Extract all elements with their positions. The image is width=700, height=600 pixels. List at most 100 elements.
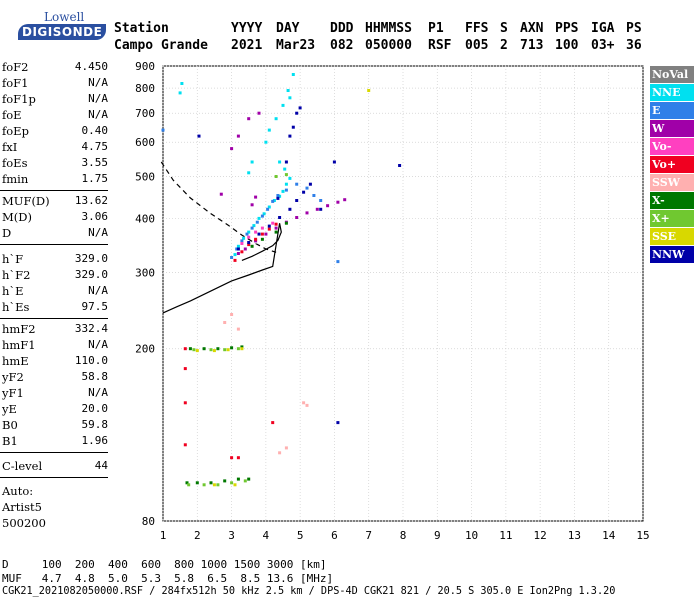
- header-time-value: 050000: [365, 38, 412, 53]
- echo-point: [245, 232, 249, 236]
- echo-point: [295, 216, 299, 219]
- echo-point: [254, 239, 258, 243]
- x-tick-label: 11: [499, 529, 512, 542]
- param-value: 332.4: [74, 322, 108, 335]
- param-name: foF1p: [2, 92, 36, 106]
- legend-item-sse: SSE: [650, 228, 694, 245]
- param-value: N/A: [88, 284, 108, 297]
- legend-item-e: E: [650, 102, 694, 119]
- echo-point: [247, 477, 251, 481]
- echo-point: [266, 207, 270, 211]
- param-divider: [0, 190, 108, 191]
- x-tick-label: 14: [602, 529, 616, 542]
- echo-point: [240, 239, 244, 243]
- echo-point: [187, 483, 191, 487]
- echo-point: [284, 446, 288, 450]
- echo-point: [305, 211, 309, 215]
- x-tick-label: 10: [465, 529, 478, 542]
- echo-point: [271, 199, 275, 203]
- echo-point: [240, 347, 244, 351]
- echo-point: [286, 89, 290, 92]
- x-tick-label: 7: [365, 529, 372, 542]
- y-tick-label: 300: [135, 267, 155, 280]
- param-value: 4.75: [81, 140, 109, 153]
- echo-point: [230, 313, 234, 316]
- echo-point: [236, 247, 240, 251]
- param-row: foF1p N/A: [2, 92, 108, 108]
- echo-point: [212, 349, 216, 353]
- echo-point: [343, 198, 347, 202]
- param-value: N/A: [88, 338, 108, 351]
- echo-point: [308, 182, 312, 186]
- param-row: foE N/A: [2, 108, 108, 124]
- echo-point: [243, 247, 247, 251]
- y-tick-label: 600: [135, 136, 155, 149]
- echo-point: [288, 96, 292, 100]
- echo-point: [230, 147, 234, 151]
- echo-point: [284, 160, 288, 164]
- echo-point: [243, 479, 247, 483]
- echo-point: [326, 204, 330, 208]
- param-row: h`Es 97.5: [2, 300, 108, 316]
- y-tick-label: 800: [135, 82, 155, 95]
- param-name: hmF2: [2, 322, 36, 336]
- y-tick-label: 200: [135, 343, 155, 356]
- param-value: 20.0: [81, 402, 109, 415]
- echo-point: [192, 348, 196, 352]
- echo-point: [236, 327, 240, 331]
- x-tick-label: 3: [228, 529, 235, 542]
- echo-point: [305, 403, 309, 407]
- echo-point: [178, 91, 182, 95]
- echo-point: [183, 443, 187, 447]
- legend-label: NNE: [652, 86, 681, 99]
- x-tick-label: 12: [534, 529, 547, 542]
- echo-point: [278, 160, 282, 164]
- param-name: MUF(D): [2, 194, 50, 208]
- echo-point: [295, 199, 299, 202]
- header-pps-value: 100: [555, 38, 579, 53]
- logo-digisonde-text: DIGISONDE: [18, 24, 107, 40]
- legend-label: SSE: [652, 230, 677, 243]
- param-name: M(D): [2, 210, 32, 224]
- echo-point: [223, 348, 227, 352]
- param-name: foEp: [2, 124, 29, 138]
- echo-point: [284, 188, 288, 192]
- echo-point: [312, 194, 316, 197]
- y-tick-label: 500: [135, 170, 155, 183]
- echo-point: [291, 125, 295, 129]
- legend-item-vo-plus: Vo+: [650, 156, 694, 173]
- param-row: hmE 110.0: [2, 354, 108, 370]
- echo-point: [315, 207, 319, 211]
- echo-point: [260, 214, 264, 218]
- param-row: hmF2 332.4: [2, 322, 108, 338]
- echo-point: [284, 173, 288, 177]
- echo-point: [216, 347, 220, 351]
- header-ddd-value: 082: [330, 38, 354, 53]
- echo-point: [183, 347, 187, 351]
- profile-line-dashed: [160, 161, 277, 253]
- param-row: foEp 0.40: [2, 124, 108, 140]
- echo-point: [260, 237, 264, 241]
- param-row: h`E N/A: [2, 284, 108, 300]
- y-tick-label: 400: [135, 212, 155, 225]
- legend-item-vo-minus: Vo-: [650, 138, 694, 155]
- echo-point: [183, 367, 187, 371]
- legend-item-w: W: [650, 120, 694, 137]
- y-tick-label: 700: [135, 107, 155, 120]
- header-p1-label: P1: [428, 21, 444, 36]
- footer-muf-row: MUF 4.7 4.8 5.0 5.3 5.8 6.5 8.5 13.6 [MH…: [2, 572, 334, 585]
- param-value: 329.0: [74, 252, 108, 265]
- echo-point: [319, 199, 323, 202]
- echo-point: [254, 195, 258, 199]
- echo-point: [288, 207, 292, 211]
- echo-point: [274, 175, 278, 178]
- param-name: B1: [2, 434, 18, 448]
- param-row: M(D) 3.06: [2, 210, 108, 226]
- echo-point: [236, 477, 240, 481]
- legend-label: X-: [652, 194, 665, 207]
- param-row: foF1 N/A: [2, 76, 108, 92]
- echo-point: [247, 241, 251, 244]
- echo-point: [233, 253, 237, 257]
- x-tick-label: 8: [400, 529, 407, 542]
- echo-point: [236, 252, 240, 255]
